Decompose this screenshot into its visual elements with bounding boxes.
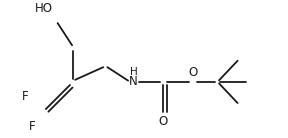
Text: O: O <box>188 66 198 79</box>
Text: H: H <box>130 67 137 77</box>
Text: O: O <box>159 115 168 128</box>
Text: HO: HO <box>35 2 52 15</box>
Text: F: F <box>29 120 36 133</box>
Text: N: N <box>129 75 138 88</box>
Text: F: F <box>22 90 29 103</box>
